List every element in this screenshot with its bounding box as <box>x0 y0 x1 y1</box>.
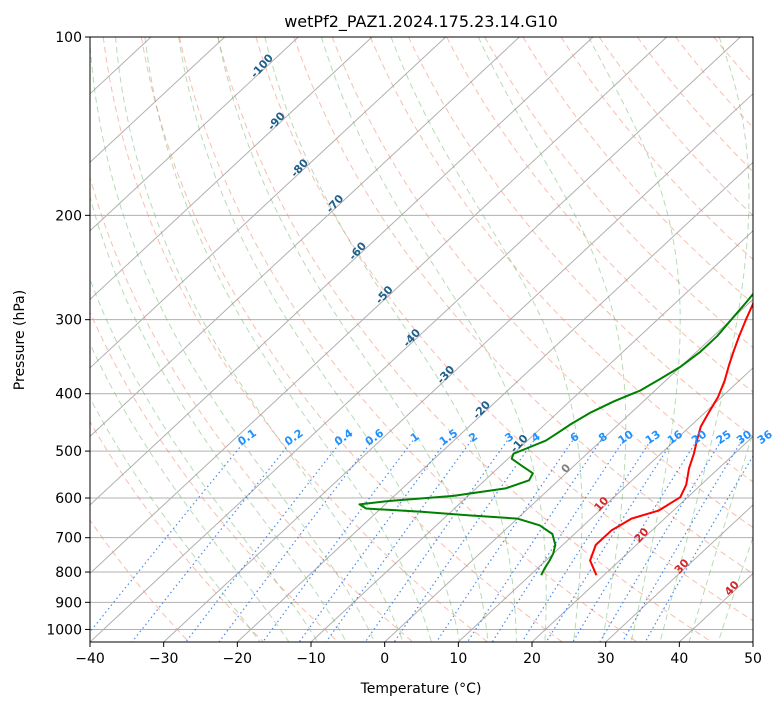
moist-adiabat-line <box>217 37 489 642</box>
y-tick-label: 700 <box>55 531 82 547</box>
x-axis-label: Temperature (°C) <box>360 681 482 697</box>
moist-adiabat-line <box>390 37 583 642</box>
x-tick-label: −10 <box>296 651 326 667</box>
y-tick-label: 300 <box>55 313 82 329</box>
dry-adiabat-line <box>179 37 638 642</box>
moist-adiabat-line <box>717 535 753 642</box>
moist-adiabat-line <box>115 37 404 642</box>
x-tick-label: −40 <box>75 651 105 667</box>
x-tick-label: 40 <box>670 651 688 667</box>
moist-adiabat-line <box>90 397 261 642</box>
dry-adiabat-line <box>522 37 753 305</box>
mixing-ratio-line <box>393 440 535 642</box>
dry-adiabat-line <box>293 37 753 575</box>
isotherm-line <box>163 93 753 642</box>
chart-title: wetPf2_PAZ1.2024.175.23.14.G10 <box>284 12 558 32</box>
isotherm-line <box>90 37 299 232</box>
moist-adiabat-line <box>477 37 627 642</box>
moist-adiabat-line <box>588 37 681 642</box>
isotherm-line <box>90 37 447 369</box>
mixing-ratio-line <box>262 440 414 642</box>
isotherm-line <box>384 298 753 642</box>
y-tick-label: 100 <box>55 30 82 46</box>
isotherm-line <box>90 37 373 301</box>
dry-adiabat-line <box>331 37 753 529</box>
mixing-ratio-line <box>621 440 743 642</box>
isotherm-line <box>90 37 668 575</box>
isotherm-line <box>236 161 753 642</box>
mixing-ratio-line <box>599 440 722 642</box>
isotherm-line <box>605 504 753 642</box>
moist-adiabat-line <box>320 37 547 642</box>
dry-adiabat-line <box>217 37 712 642</box>
isotherm-line <box>531 435 753 642</box>
x-tick-label: 50 <box>744 651 762 667</box>
x-tick-label: −30 <box>149 651 179 667</box>
dewpoint-profile-line <box>358 292 753 576</box>
x-tick-label: 20 <box>523 651 541 667</box>
moist-adiabat-line <box>264 37 517 642</box>
isotherm-line <box>90 37 520 438</box>
moist-adiabat-line <box>90 37 376 642</box>
isotherm-line <box>457 367 753 642</box>
moist-adiabat-line <box>178 37 461 642</box>
moist-adiabat-line <box>90 195 347 642</box>
dry-adiabat-line <box>255 37 753 622</box>
mixing-ratio-line <box>466 440 602 642</box>
moist-adiabat-line <box>90 278 319 642</box>
dry-adiabat-line <box>636 37 753 173</box>
plot-frame <box>89 36 754 643</box>
y-tick-label: 900 <box>55 595 82 611</box>
moist-adiabat-line <box>144 37 432 642</box>
y-tick-label: 800 <box>55 565 82 581</box>
mixing-ratio-line <box>521 440 652 642</box>
isotherm-line <box>90 37 594 506</box>
mixing-ratio-line <box>298 440 448 642</box>
isotherm-line <box>90 37 226 163</box>
dry-adiabat-line <box>446 37 753 393</box>
y-tick-label: 500 <box>55 444 82 460</box>
temperature-profile-line <box>589 301 753 576</box>
dry-adiabat-line <box>369 37 753 483</box>
mixing-ratio-line <box>325 440 472 642</box>
dry-adiabat-line <box>560 37 753 261</box>
dry-adiabat-line <box>102 37 488 642</box>
mixing-ratio-line <box>435 440 573 642</box>
mixing-ratio-line <box>185 440 343 642</box>
y-tick-label: 200 <box>55 208 82 224</box>
y-axis-label: Pressure (hPa) <box>12 290 28 390</box>
dry-adiabat-line <box>140 37 563 642</box>
mixing-ratio-line <box>545 440 674 642</box>
mixing-ratio-line <box>90 440 246 633</box>
dry-adiabat-line <box>408 37 753 438</box>
mixing-ratio-line <box>644 455 753 642</box>
x-tick-label: −20 <box>223 651 253 667</box>
x-tick-label: 0 <box>380 651 389 667</box>
mixing-ratio-line <box>218 440 373 642</box>
y-tick-label: 1000 <box>46 622 82 638</box>
mixing-ratio-line <box>364 440 508 642</box>
dry-adiabat-line <box>90 311 339 642</box>
y-tick-label: 400 <box>55 387 82 403</box>
dry-adiabat-line <box>484 37 753 349</box>
moist-adiabat-line <box>659 37 750 642</box>
y-tick-label: 600 <box>55 491 82 507</box>
isotherm-line <box>90 37 741 642</box>
x-tick-label: 10 <box>449 651 467 667</box>
x-tick-label: 30 <box>597 651 615 667</box>
